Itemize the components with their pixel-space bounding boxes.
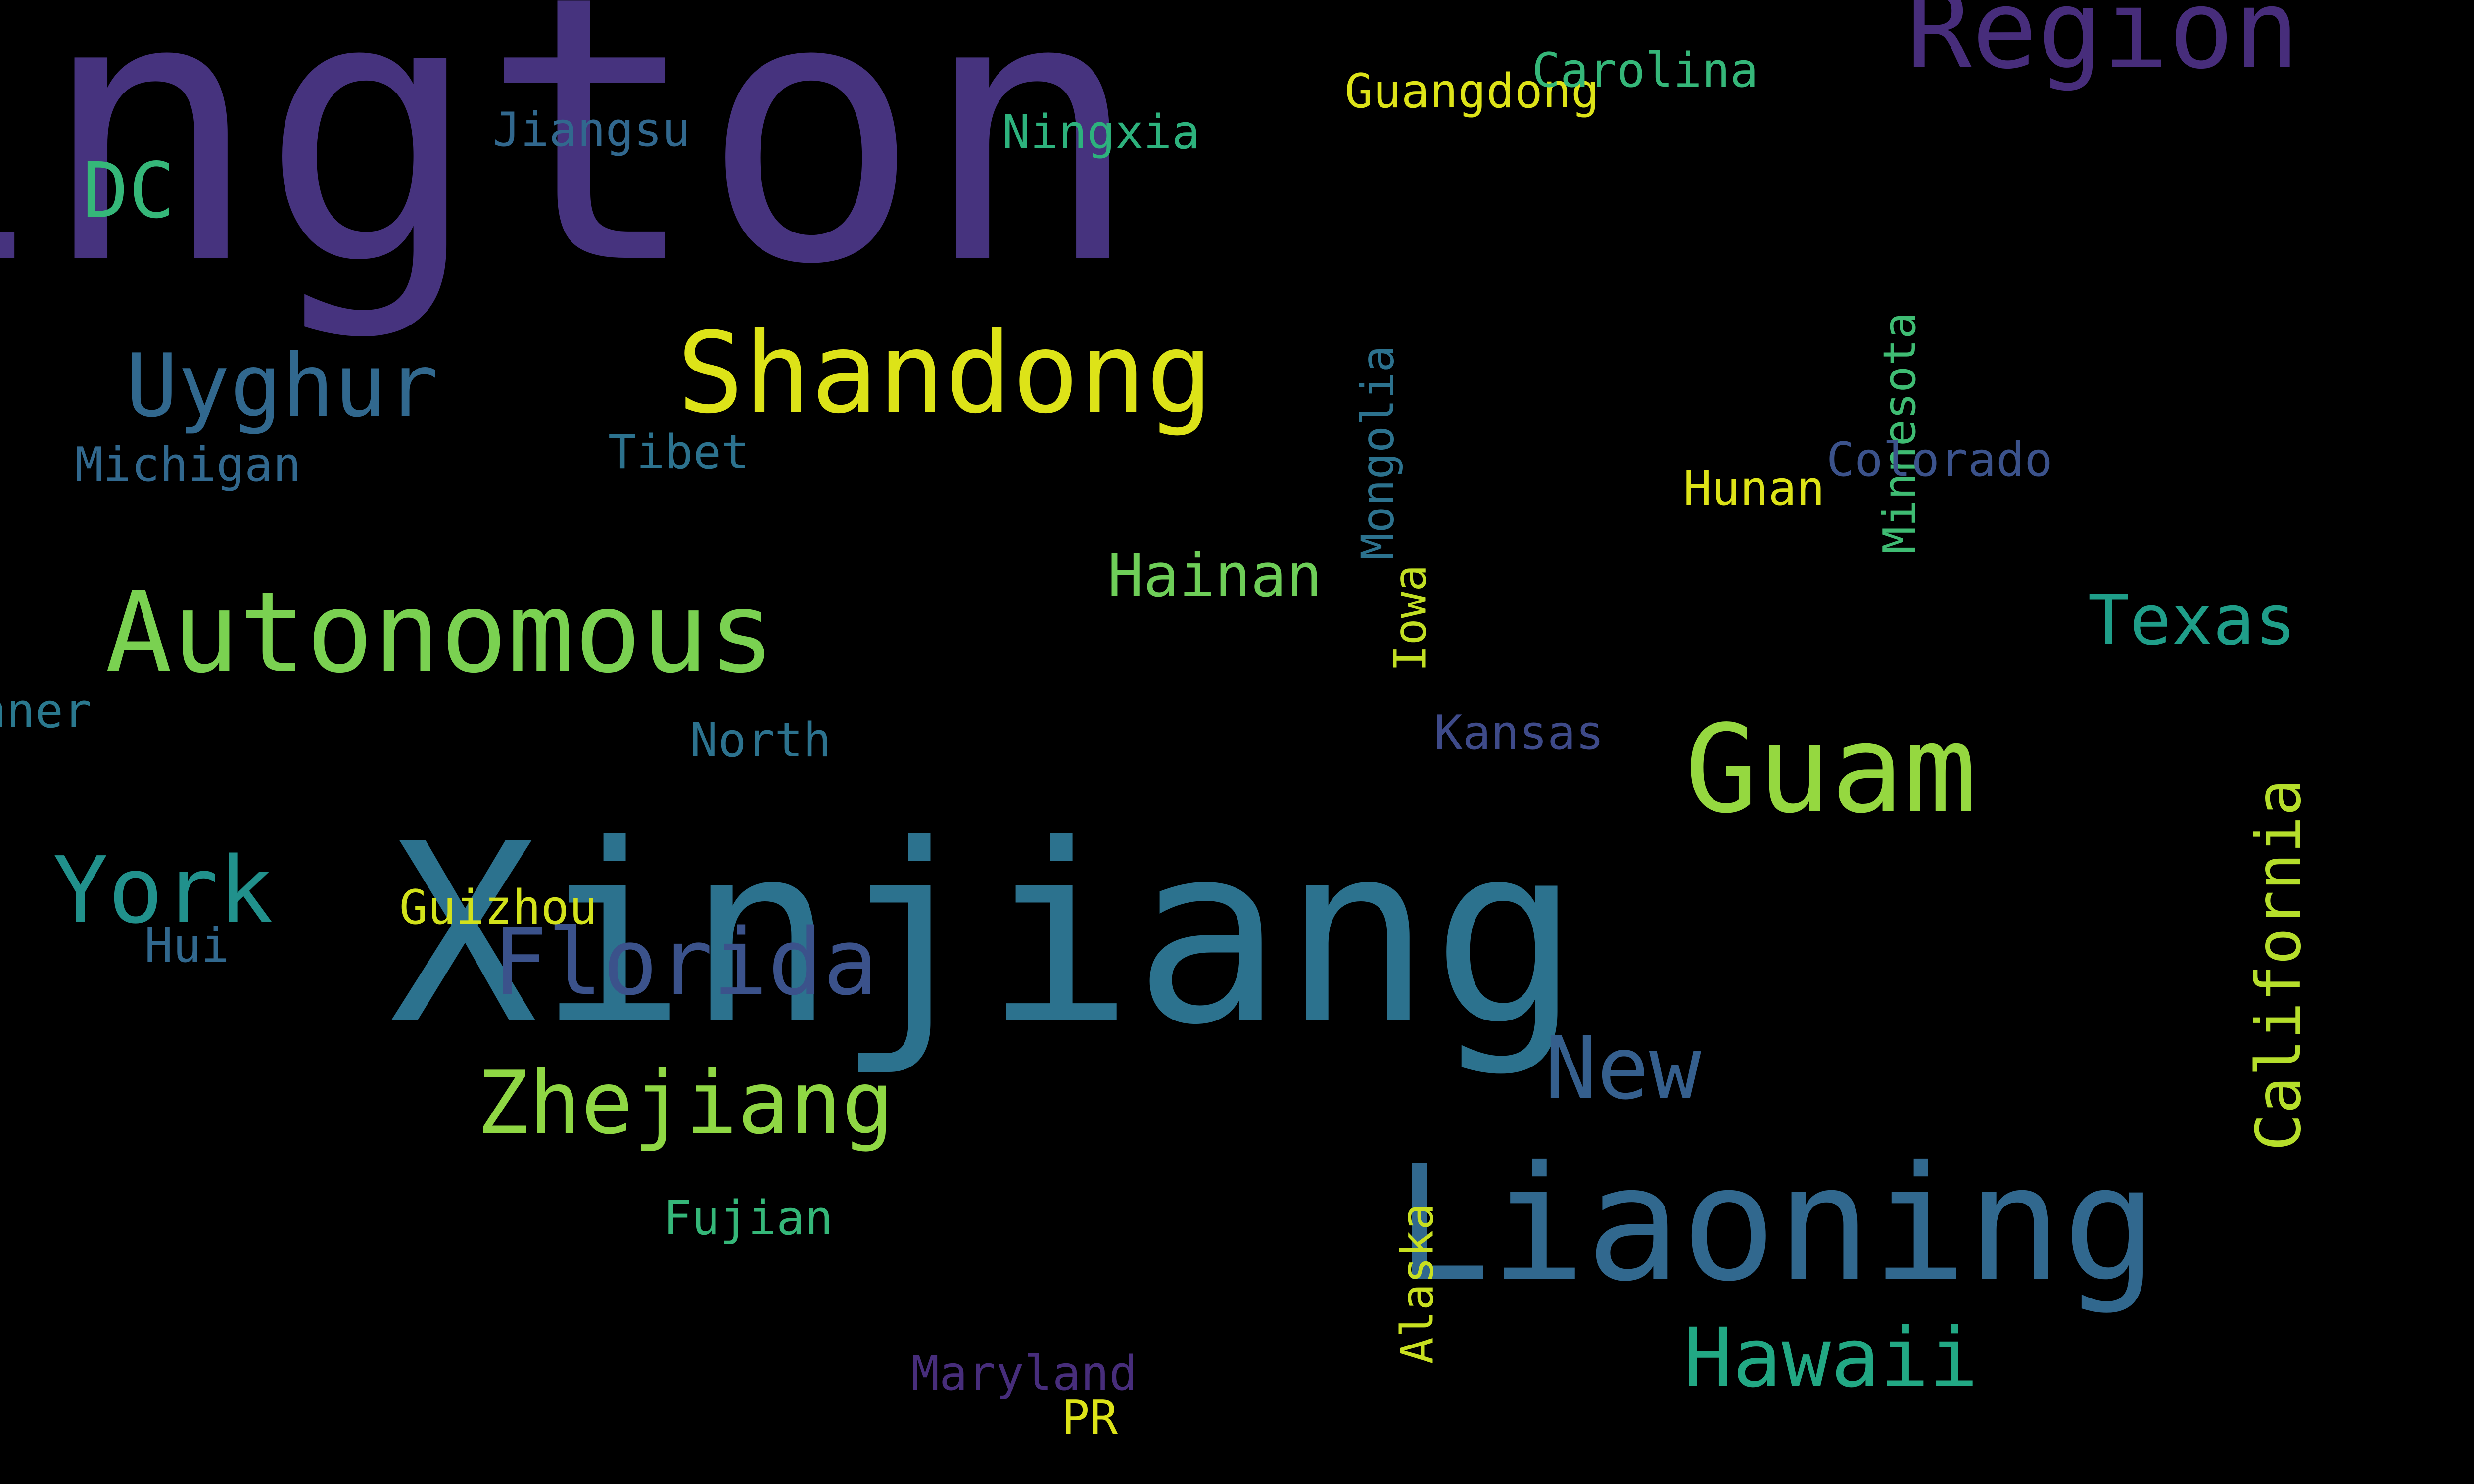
word-uyghur: Uyghur xyxy=(126,335,439,436)
word-kansas: Kansas xyxy=(1434,705,1604,760)
word-inner: Inner xyxy=(0,684,92,739)
word-guam: Guam xyxy=(1685,698,1977,840)
word-iowa: Iowa xyxy=(1383,564,1436,672)
word-guizhou: Guizhou xyxy=(399,880,598,935)
word-michigan: Michigan xyxy=(75,437,301,492)
word-mongolia: Mongolia xyxy=(1352,345,1404,560)
word-xinjiang: Xinjiang xyxy=(389,791,1581,1079)
word-ningxia: Ningxia xyxy=(1002,105,1200,160)
word-florida: Florida xyxy=(492,908,878,1016)
word-pr: PR xyxy=(1061,1391,1118,1445)
word-north: North xyxy=(690,713,831,768)
word-hainan: Hainan xyxy=(1107,542,1322,610)
word-jiangsu: Jiangsu xyxy=(492,102,691,157)
word-guangdong: Guangdong xyxy=(1344,64,1600,119)
word-maryland: Maryland xyxy=(911,1346,1138,1401)
word-tibet: Tibet xyxy=(608,425,750,480)
word-fujian: Fujian xyxy=(663,1191,833,1246)
word-york: York xyxy=(53,836,274,944)
word-washington: Washington xyxy=(0,0,1142,344)
word-texas: Texas xyxy=(2088,580,2296,661)
word-california: California xyxy=(2242,778,2315,1151)
word-dc: DC xyxy=(82,145,175,235)
word-hawaii: Hawaii xyxy=(1683,1310,1979,1405)
word-new: New xyxy=(1545,1018,1702,1119)
word-region: Region xyxy=(1906,0,2300,93)
word-autonomous: Autonomous xyxy=(105,568,776,698)
word-liaoning: Liaoning xyxy=(1395,1132,2158,1316)
word-colorado: Colorado xyxy=(1826,432,2053,487)
word-alaska: Alaska xyxy=(1391,1203,1444,1364)
word-hunan: Hunan xyxy=(1683,461,1825,516)
word-carolina: Carolina xyxy=(1532,43,1759,98)
word-hui: Hui xyxy=(144,918,230,973)
word-zhejiang: Zhejiang xyxy=(476,1053,894,1154)
word-shandong: Shandong xyxy=(677,308,1213,438)
